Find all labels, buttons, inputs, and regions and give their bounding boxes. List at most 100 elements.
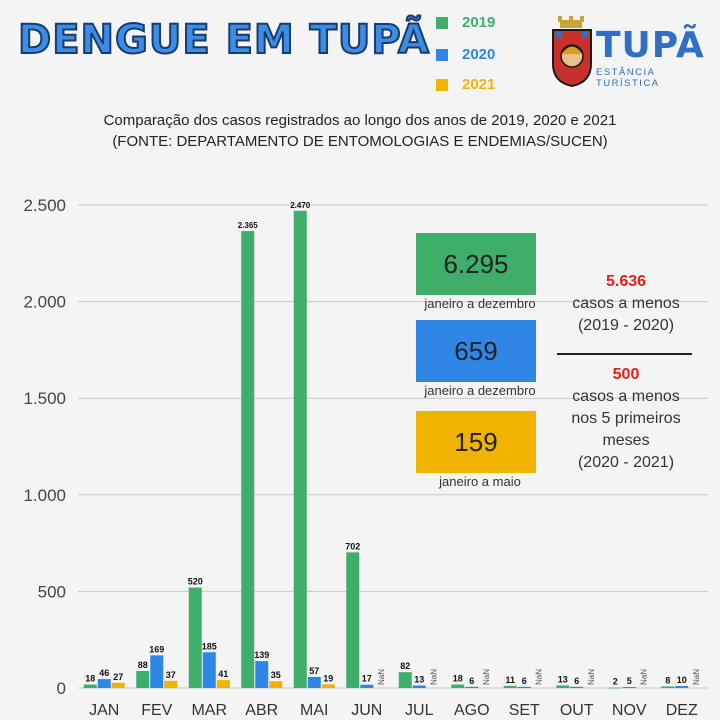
x-tick-label: MAI (300, 702, 328, 719)
x-tick-label: OUT (560, 702, 594, 719)
bar-value-label: 27 (113, 672, 123, 682)
y-tick-label: 2.500 (23, 196, 66, 215)
x-tick-label: AGO (454, 702, 490, 719)
bar-value-label: 6 (574, 676, 579, 686)
bar-2020-mai (307, 676, 321, 688)
bar-2020-fev (150, 655, 164, 688)
bar-2020-jun (360, 684, 374, 688)
note-line: (2020 - 2021) (577, 454, 675, 471)
bar-value-label: 702 (345, 541, 360, 551)
x-tick-label: DEZ (666, 702, 698, 719)
bar-nan-label: NaN (377, 669, 386, 685)
bar-value-label: 2.470 (290, 201, 311, 210)
legend-swatch-2019 (436, 16, 448, 29)
bar-2020-nov (622, 687, 636, 688)
summary-box-2019: 6.295 (416, 233, 536, 295)
bar-value-label: 18 (453, 674, 463, 684)
bar-value-label: 13 (558, 674, 568, 684)
bar-2020-jan (97, 679, 111, 688)
x-tick-label: SET (509, 702, 540, 719)
bar-2020-mar (202, 652, 216, 688)
y-tick-label: 500 (38, 582, 66, 601)
legend-label-2020: 2020 (462, 46, 496, 63)
y-tick-label: 2.000 (23, 293, 66, 312)
bar-value-label: 82 (400, 661, 410, 671)
bar-2019-jul (398, 672, 412, 688)
bar-value-label: 169 (149, 644, 164, 654)
summary-value-2020: 659 (454, 335, 498, 366)
note-number: 5.636 (605, 273, 647, 290)
bar-nan-label: NaN (429, 669, 438, 685)
bar-2019-mar (188, 587, 202, 688)
summary-caption-2020: janeiro a dezembro (424, 383, 536, 398)
bar-2020-abr (255, 661, 269, 688)
bar-2021-abr (269, 681, 283, 688)
note-line: meses (602, 432, 650, 449)
summary-caption-2021: janeiro a maio (439, 474, 521, 489)
bar-2019-nov (608, 687, 622, 689)
x-tick-label: FEV (141, 702, 172, 719)
summary-caption-2019: janeiro a dezembro (424, 296, 536, 311)
bar-2020-set (517, 686, 531, 688)
bar-2021-mai (321, 684, 335, 688)
note-2019-2020: 5.636 casos a menos (2019 - 2020) (556, 271, 696, 337)
subtitle-line-2: (FONTE: DEPARTAMENTO DE ENTOMOLOGIAS E E… (112, 133, 608, 150)
bar-value-label: 2.365 (238, 221, 259, 230)
bar-value-label: 8 (665, 675, 670, 685)
summary-box-2021: 159 (416, 411, 536, 473)
y-tick-label: 1.500 (23, 389, 66, 408)
bar-value-label: 41 (218, 669, 228, 679)
bar-2019-out (556, 685, 570, 688)
bar-value-label: 139 (254, 650, 269, 660)
bar-value-label: 18 (85, 674, 95, 684)
bar-value-label: 6 (522, 676, 527, 686)
bar-value-label: 185 (202, 641, 217, 651)
legend-label-2019: 2019 (462, 14, 496, 31)
x-tick-label: JAN (89, 702, 119, 719)
legend-item-2021: 2021 (436, 76, 495, 93)
bar-nan-label: NaN (482, 669, 491, 685)
bar-value-label: 17 (362, 674, 372, 684)
logo-tagline: ESTÂNCIA TURÍSTICA (596, 67, 660, 89)
bar-2020-jul (412, 685, 426, 688)
note-line: casos a menos (572, 388, 680, 405)
bar-nan-label: NaN (692, 669, 701, 685)
bar-value-label: 37 (166, 670, 176, 680)
x-tick-label: JUL (405, 702, 434, 719)
bar-nan-label: NaN (534, 669, 543, 685)
bar-value-label: 2 (613, 677, 618, 687)
bar-value-label: 46 (99, 668, 109, 678)
summary-box-2020: 659 (416, 320, 536, 382)
bar-value-label: 88 (138, 660, 148, 670)
legend-swatch-2020 (436, 48, 448, 61)
legend-item-2020: 2020 (436, 46, 495, 63)
legend-item-2019: 2019 (436, 14, 495, 31)
note-line: (2019 - 2020) (577, 317, 675, 334)
x-tick-label: JUN (351, 702, 382, 719)
note-line: nos 5 primeiros (571, 410, 681, 427)
bar-2019-mai (293, 210, 307, 688)
notes-divider (557, 353, 692, 355)
bar-2019-fev (136, 670, 150, 688)
bar-2019-dez (661, 686, 675, 688)
bar-value-label: 11 (505, 675, 515, 685)
note-number: 500 (612, 366, 640, 383)
bar-2019-abr (241, 231, 255, 688)
bar-2021-fev (164, 680, 178, 688)
x-tick-label: NOV (612, 702, 647, 719)
logo-wordmark: TUPÃ (596, 25, 705, 66)
subtitle-line-1: Comparação dos casos registrados ao long… (103, 112, 617, 129)
page-title: DENGUE EM TUPÃ (17, 17, 430, 63)
bar-nan-label: NaN (587, 669, 596, 685)
x-tick-label: MAR (191, 702, 227, 719)
chart-subtitle: Comparação dos casos registrados ao long… (0, 110, 720, 152)
bar-2020-ago (465, 686, 479, 688)
bar-2021-mar (216, 680, 230, 688)
y-tick-label: 0 (57, 679, 66, 698)
bar-2019-ago (451, 684, 465, 688)
bar-value-label: 10 (677, 675, 687, 685)
legend-swatch-2021 (436, 78, 448, 91)
note-line: casos a menos (572, 295, 680, 312)
bar-2021-jan (111, 682, 125, 688)
bar-2020-out (570, 686, 584, 688)
